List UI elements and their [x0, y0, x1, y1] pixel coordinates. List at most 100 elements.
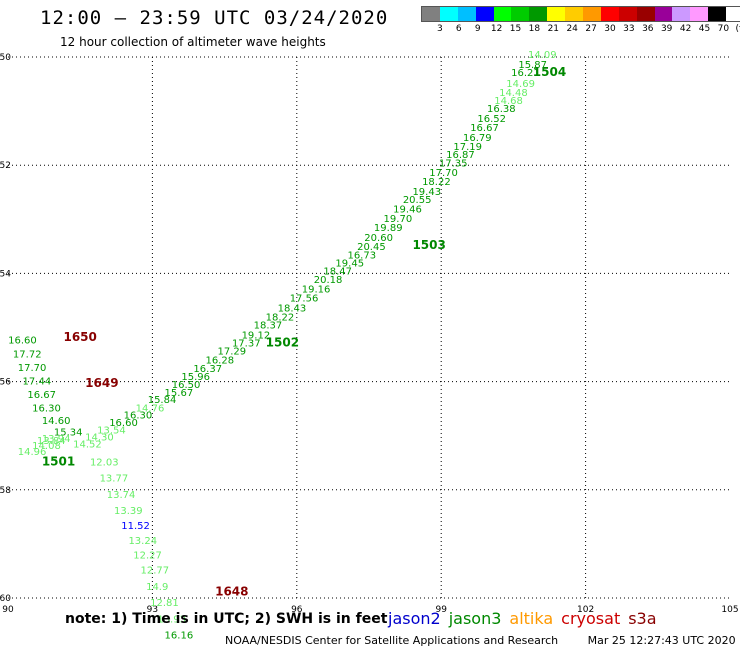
legend-jason3: jason3 — [448, 609, 502, 628]
wave-height-point: 17.56 — [290, 294, 319, 305]
scale-label: 70 — [717, 24, 730, 34]
wave-height-point: 13.84 — [37, 436, 66, 447]
scale-swatch — [475, 7, 494, 21]
x-tick-label: 99 — [435, 605, 447, 615]
scale-swatch — [457, 7, 476, 21]
scale-swatch — [672, 7, 691, 21]
y-tick-label: -52 — [0, 161, 11, 171]
wave-height-point: 16.60 — [109, 418, 138, 429]
scale-swatch — [493, 7, 512, 21]
legend-s3a: s3a — [628, 609, 657, 628]
wave-height-point: 15.84 — [148, 395, 177, 406]
wave-height-point: 17.29 — [217, 347, 246, 358]
wave-height-point: 16.52 — [477, 114, 506, 125]
wave-height-point: 14.48 — [499, 88, 528, 99]
wave-height-point: 13.39 — [114, 506, 143, 517]
wave-height-point: 13.94 — [42, 434, 71, 445]
credit-line: NOAA/NESDIS Center for Satellite Applica… — [225, 634, 736, 647]
pass-number-label: 1648 — [215, 584, 248, 598]
scale-swatch — [583, 7, 601, 21]
wave-height-point: 19.89 — [374, 223, 403, 234]
wave-height-point: 20.45 — [357, 242, 386, 253]
scale-label: 24 — [566, 24, 578, 34]
y-tick-label: -58 — [0, 486, 11, 496]
credit-text: NOAA/NESDIS Center for Satellite Applica… — [225, 634, 559, 647]
scale-swatch — [636, 7, 655, 21]
wave-height-point: 14.09 — [528, 50, 557, 61]
pass-number-label: 1503 — [412, 238, 445, 252]
y-tick-label: -60 — [0, 594, 11, 604]
pass-number-label: 1650 — [63, 330, 96, 344]
y-tick-label: -50 — [0, 53, 11, 63]
wave-height-point: 13.24 — [128, 536, 157, 547]
wave-height-point: 19.46 — [393, 204, 422, 215]
y-tick-label: -56 — [0, 378, 11, 388]
wave-height-point: 15.87 — [518, 60, 547, 71]
wave-height-point: 17.70 — [429, 168, 458, 179]
legend-altika: altika — [509, 609, 554, 628]
scale-label: 33 — [623, 24, 635, 34]
scale-label: 18 — [528, 24, 541, 34]
wave-height-point: 14.9 — [146, 582, 168, 593]
wave-height-point: 15.67 — [165, 388, 194, 399]
wave-height-point: 16.30 — [124, 410, 153, 421]
wave-height-point: 12.77 — [140, 566, 169, 577]
wave-height-point: 17.19 — [453, 142, 482, 153]
scale-swatch — [529, 7, 548, 21]
scale-swatch — [600, 7, 619, 21]
scale-label: 21 — [547, 24, 560, 34]
scale-label: 27 — [585, 24, 597, 34]
wave-height-point: 16.28 — [205, 356, 234, 367]
scale-swatch — [565, 7, 584, 21]
wave-height-point: 18.43 — [278, 303, 307, 314]
wave-height-point: 19.70 — [384, 214, 413, 225]
x-tick-label: 105 — [721, 605, 738, 615]
generation-timestamp: Mar 25 12:27:43 UTC 2020 — [587, 634, 736, 647]
wave-height-point: 12.27 — [133, 551, 162, 562]
wave-height-point: 13.93 — [157, 614, 186, 625]
scale-swatch — [618, 7, 637, 21]
wave-height-point: 13.77 — [100, 474, 129, 485]
chart-subtitle: 12 hour collection of altimeter wave hei… — [60, 35, 326, 49]
wave-height-point: 17.70 — [18, 363, 47, 374]
scale-label: 9 — [474, 24, 481, 34]
scale-swatch — [547, 7, 566, 21]
wave-height-point: 16.38 — [487, 104, 516, 115]
wave-height-point: 14.08 — [32, 441, 61, 452]
scale-swatch — [422, 7, 440, 21]
footnote: note: 1) Time is in UTC; 2) SWH is in fe… — [65, 611, 388, 627]
wave-height-point: 16.16 — [165, 631, 194, 642]
wave-height-point: 18.37 — [254, 321, 283, 332]
scale-label: 36 — [642, 24, 654, 34]
wave-height-point: 13.74 — [107, 490, 136, 501]
wave-height-point: 16.87 — [446, 150, 475, 161]
x-tick-label: 93 — [147, 605, 158, 615]
pass-number-label: 1501 — [42, 454, 75, 468]
scale-label: 6 — [455, 24, 462, 34]
wave-height-point: 15.34 — [54, 428, 83, 439]
wave-height-point: 16.60 — [8, 336, 37, 347]
scale-label: 15 — [509, 24, 522, 34]
wave-height-point: 16.21 — [511, 68, 540, 79]
scale-label: 39 — [660, 24, 673, 34]
wave-height-point: 19.45 — [335, 258, 364, 269]
wave-height-point: 13.54 — [97, 426, 126, 437]
wave-height-point: 16.79 — [463, 133, 492, 144]
wave-height-point: 18.22 — [422, 177, 451, 188]
wave-height-point: 17.35 — [439, 158, 468, 169]
x-tick-label: 102 — [577, 605, 594, 615]
wave-height-point: 16.67 — [470, 123, 499, 134]
wave-height-point: 17.37 — [232, 338, 261, 349]
wave-height-point: 16.73 — [347, 250, 376, 261]
wave-height-point: 16.67 — [27, 390, 56, 401]
pass-number-label: 1504 — [533, 65, 566, 79]
scale-swatch — [690, 7, 709, 21]
wave-height-point: 14.30 — [85, 433, 114, 444]
wave-height-point: 12.81 — [150, 598, 179, 609]
wave-height-point: 19.16 — [302, 284, 331, 295]
scale-label: 12 — [490, 24, 503, 34]
color-scale-swatches — [421, 6, 740, 22]
wave-height-point: 20.18 — [314, 275, 343, 286]
